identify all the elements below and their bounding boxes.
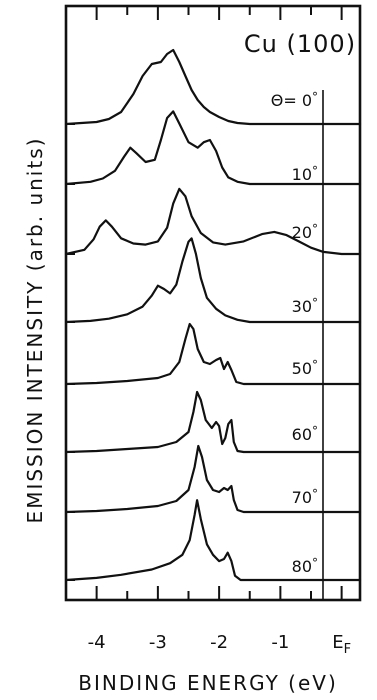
angle-label: 10° [292, 164, 318, 184]
angle-label: 30° [292, 296, 318, 316]
spectrum-curve [64, 322, 362, 386]
spectrum-curve [64, 390, 362, 454]
spectrum-curve [64, 237, 362, 324]
spectrum-curve [64, 499, 362, 582]
x-tick-label: -4 [88, 632, 106, 653]
angle-label: 80° [292, 556, 318, 576]
angle-label: 50° [292, 358, 318, 378]
x-tick-labels: -4 -3 -2 -1 EF [88, 632, 351, 657]
spectrum-curve [64, 48, 362, 126]
angle-label: 60° [292, 424, 318, 444]
x-tick-label: EF [332, 632, 351, 657]
x-tick-label: -3 [149, 632, 167, 653]
spectra-curves [64, 48, 362, 582]
angle-labels: Θ= 0° 10° 20° 30° 50° 60° 70° 80° [271, 90, 318, 576]
plot-frame [64, 4, 362, 602]
spectrum-curve [64, 110, 362, 186]
angle-label: Θ= 0° [271, 90, 318, 110]
y-axis-label: EMISSION INTENSITY (arb. units) [23, 137, 47, 524]
spectrum-curve [64, 444, 362, 514]
spectrum-curve [64, 187, 362, 256]
x-axis-label: BINDING ENERGY (eV) [78, 671, 338, 695]
x-tick-label: -1 [271, 632, 289, 653]
chart-title: Cu (100) [244, 30, 356, 58]
angle-label: 70° [292, 487, 318, 507]
x-tick-label: -2 [210, 632, 228, 653]
angle-label: 20° [292, 222, 318, 242]
axis-ticks [65, 6, 343, 600]
